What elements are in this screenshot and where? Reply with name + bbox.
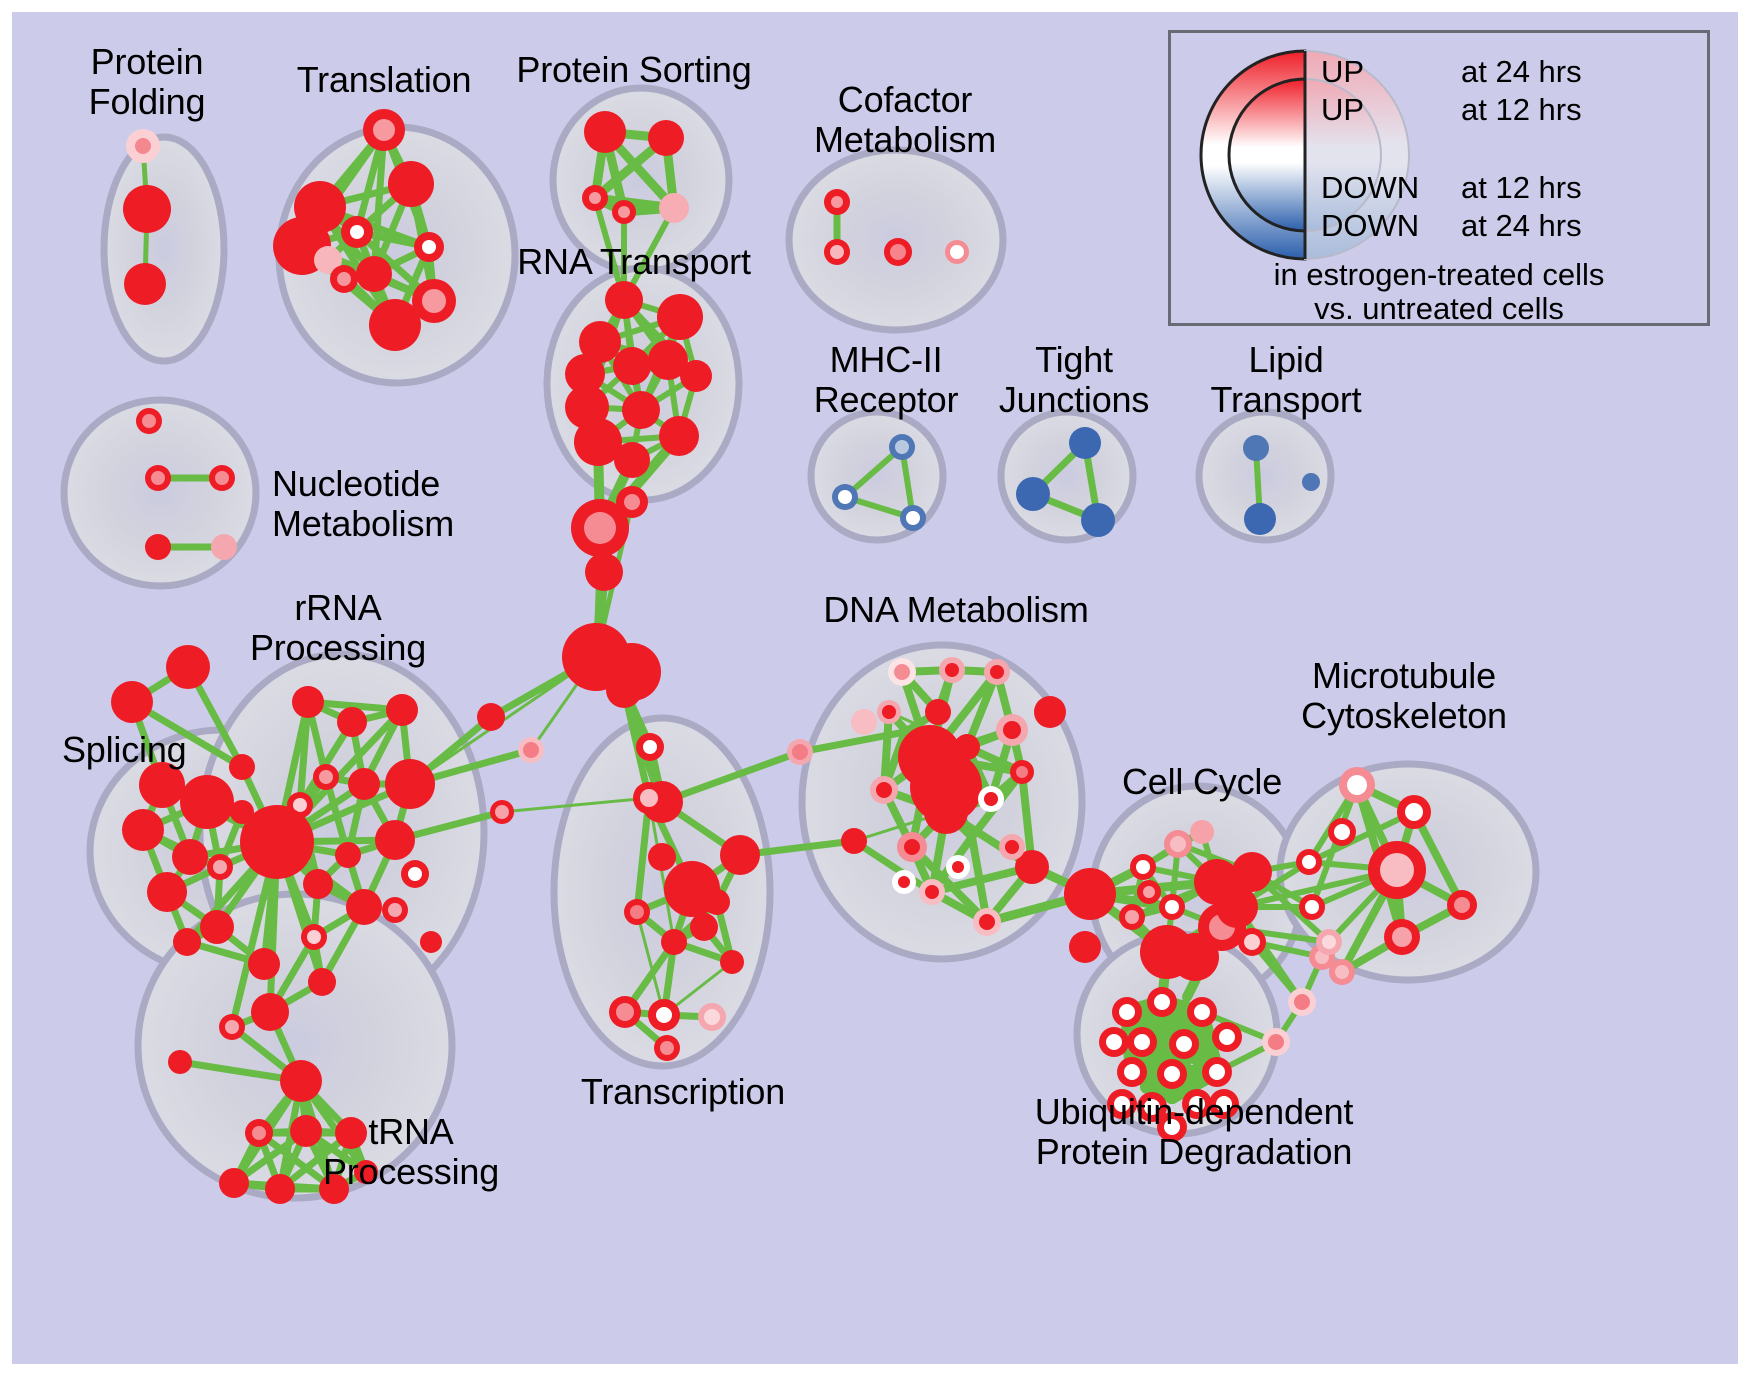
nodes-trna-processing bbox=[219, 1060, 378, 1204]
cluster-label-translation: Translation bbox=[296, 59, 472, 100]
legend-state-down-24: DOWN bbox=[1321, 208, 1420, 243]
legend-time-down-24: at 24 hrs bbox=[1461, 208, 1582, 243]
cluster-label-rna-transport: RNA Transport bbox=[517, 241, 751, 282]
cluster-label-ubiquitin-degradation: Ubiquitin-dependent Protein Degradation bbox=[1034, 1091, 1354, 1172]
cluster-label-cell-cycle: Cell Cycle bbox=[1121, 761, 1283, 802]
node-bridge-lower bbox=[1069, 931, 1101, 963]
network-nodes bbox=[111, 109, 1477, 1204]
blob-protein-folding bbox=[100, 133, 228, 365]
nodes-tight-junctions bbox=[1016, 427, 1115, 537]
cluster-label-nucleotide-metabolism: Nucleotide Metabolism bbox=[272, 463, 455, 544]
nodes-splicing bbox=[111, 645, 280, 1074]
legend-state-up-12: UP bbox=[1321, 92, 1365, 127]
nodes-transcription bbox=[606, 672, 760, 1061]
legend-ring-diagram bbox=[1199, 49, 1410, 261]
nodes-cofactor-metabolism bbox=[824, 189, 969, 266]
legend-box: UP at 24 hrs UP at 12 hrs DOWN at 12 hrs… bbox=[1168, 30, 1710, 326]
nodes-dna-metabolism bbox=[787, 657, 1066, 936]
nodes-protein-folding bbox=[123, 129, 171, 305]
blob-lipid-transport bbox=[1195, 408, 1335, 544]
legend-time-down-12: at 12 hrs bbox=[1461, 170, 1582, 205]
node-bridge-dna-cellcycle bbox=[1064, 868, 1116, 920]
cluster-label-protein-sorting: Protein Sorting bbox=[516, 49, 752, 90]
cluster-label-tight-junctions: Tight Junctions bbox=[998, 339, 1150, 420]
nodes-nucleotide-metabolism bbox=[136, 408, 237, 560]
gene-network-graph bbox=[60, 84, 1540, 1204]
cluster-label-protein-folding: Protein Folding bbox=[88, 41, 206, 122]
network-plot-area: Protein Folding Translation Protein Sort… bbox=[12, 12, 1738, 1364]
cluster-label-cofactor-metabolism: Cofactor Metabolism bbox=[813, 79, 997, 160]
legend-time-up-24: at 24 hrs bbox=[1461, 54, 1582, 89]
blob-nucleotide-metabolism bbox=[60, 396, 260, 590]
legend-footer-line1: in estrogen-treated cells bbox=[1273, 257, 1605, 292]
cluster-label-trna-processing: tRNA Processing bbox=[322, 1111, 500, 1192]
legend-state-down-12: DOWN bbox=[1321, 170, 1420, 205]
cluster-label-lipid-transport: Lipid Transport bbox=[1210, 339, 1362, 420]
cluster-label-microtubule-cytoskeleton: Microtubule Cytoskeleton bbox=[1301, 655, 1507, 736]
nodes-cell-cycle bbox=[1119, 820, 1272, 981]
cluster-label-mhc-ii-receptor: MHC-II Receptor bbox=[813, 339, 959, 420]
nodes-mhc-ii bbox=[832, 434, 926, 531]
cluster-label-splicing: Splicing bbox=[62, 729, 187, 770]
nodes-rna-transport bbox=[565, 281, 712, 591]
nodes-rrna-processing bbox=[219, 686, 442, 1040]
nodes-lipid-transport bbox=[1243, 435, 1320, 535]
nodes-translation bbox=[273, 109, 456, 351]
legend-time-up-12: at 12 hrs bbox=[1461, 92, 1582, 127]
nodes-protein-sorting bbox=[582, 111, 689, 224]
nodes-ubiquitin bbox=[1099, 987, 1242, 1142]
cluster-label-transcription: Transcription bbox=[580, 1071, 786, 1112]
cluster-label-rrna-processing: rRNA Processing bbox=[249, 587, 427, 668]
cluster-label-dna-metabolism: DNA Metabolism bbox=[823, 589, 1089, 630]
blob-transcription bbox=[550, 714, 774, 1070]
legend-state-up-24: UP bbox=[1321, 54, 1365, 89]
nodes-microtubule-cytoskeleton bbox=[1296, 767, 1477, 985]
legend-footer-line2: vs. untreated cells bbox=[1314, 291, 1564, 326]
